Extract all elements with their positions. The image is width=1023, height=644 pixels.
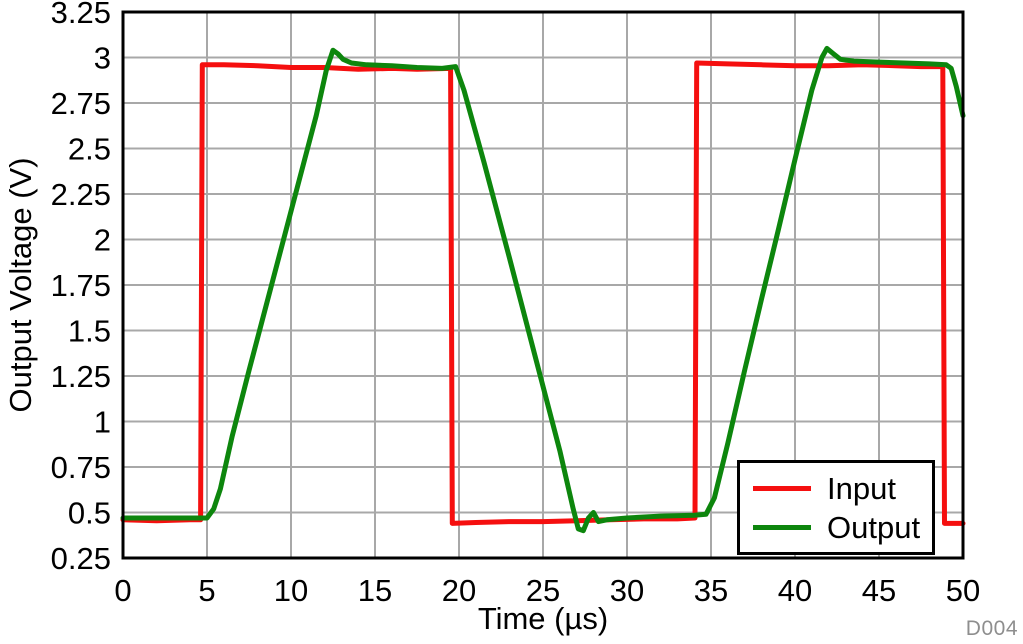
y-tick-label: 2.25 <box>51 177 111 212</box>
legend-item-input: Input <box>753 472 932 505</box>
y-tick-label: 3 <box>94 41 111 76</box>
plot-frame <box>121 10 965 560</box>
x-tick-label: 10 <box>274 573 308 608</box>
y-tick-label: 0.25 <box>51 541 111 576</box>
x-tick-label: 50 <box>946 573 980 608</box>
y-tick-label: 3.25 <box>51 0 111 30</box>
x-tick-label: 25 <box>526 573 560 608</box>
series-layer <box>120 45 966 534</box>
series-line-output <box>120 45 966 534</box>
y-tick-label: 0.75 <box>51 450 111 485</box>
legend-label-output: Output <box>827 509 921 545</box>
tick-layer: 0 5 10 15 20 25 30 35 40 45 50 0.25 0.5 0.75 1 1.25 1.5 1… <box>51 0 981 608</box>
x-tick-label: 45 <box>862 573 896 608</box>
x-tick-label: 30 <box>610 573 644 608</box>
y-axis-title: Output Voltage (V) <box>3 157 38 412</box>
x-tick-label: 15 <box>358 573 392 608</box>
legend: Input Output <box>737 460 935 555</box>
y-tick-label: 2 <box>94 223 111 258</box>
y-tick-label: 1 <box>94 405 111 440</box>
legend-label-input: Input <box>827 470 896 506</box>
input-line-swatch <box>753 485 811 491</box>
x-axis-title: Time (µs) <box>478 601 608 636</box>
y-tick-label: 2.75 <box>51 86 111 121</box>
y-tick-label: 1.5 <box>68 314 111 349</box>
y-tick-label: 1.75 <box>51 268 111 303</box>
x-tick-label: 40 <box>778 573 812 608</box>
x-tick-label: 20 <box>442 573 476 608</box>
output-line-swatch <box>753 524 811 530</box>
y-tick-label: 2.5 <box>68 132 111 167</box>
watermark: D004 <box>965 617 1018 640</box>
y-tick-label: 0.5 <box>68 496 111 531</box>
y-tick-label: 1.25 <box>51 359 111 394</box>
legend-item-output: Output <box>753 511 932 544</box>
x-tick-label: 0 <box>114 573 131 608</box>
x-tick-label: 35 <box>694 573 728 608</box>
series-line-input <box>120 60 966 526</box>
x-tick-label: 5 <box>198 573 215 608</box>
